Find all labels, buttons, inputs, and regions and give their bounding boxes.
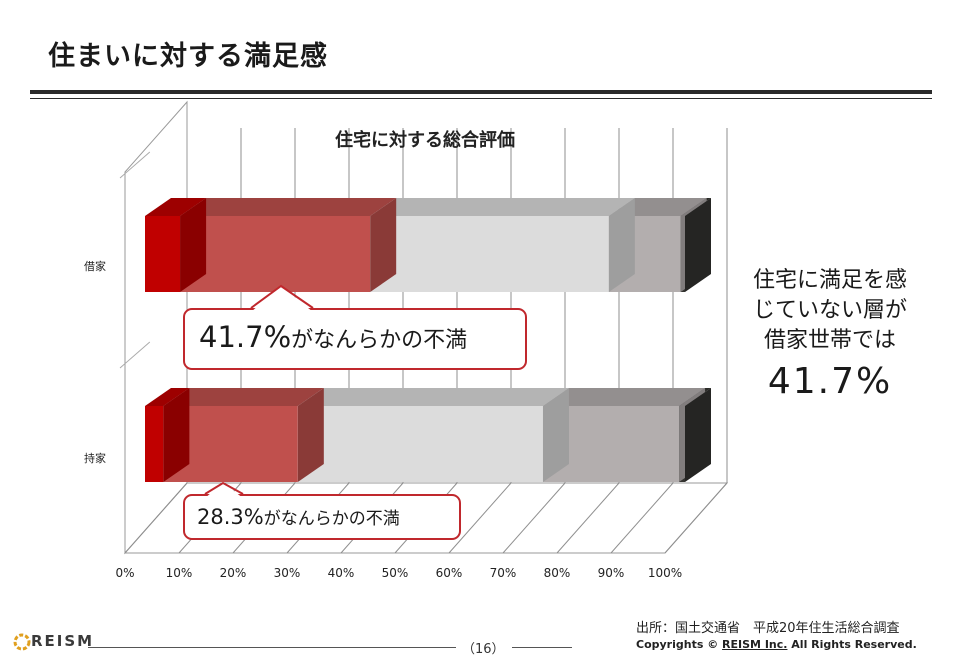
bar-segment-side <box>608 198 635 292</box>
reism-logo-icon <box>13 633 31 651</box>
source-note: 出所：国土交通省 平成20年住生活総合調査 <box>636 621 900 636</box>
x-tick-label: 10% <box>166 566 193 580</box>
reism-logo-text: REISM <box>31 632 95 650</box>
bar-segment-front <box>145 216 181 292</box>
callout-rent-pointer <box>250 284 314 312</box>
floor-gridline <box>556 482 620 554</box>
category-label: 借家 <box>84 259 106 273</box>
x-tick-label: 90% <box>598 566 625 580</box>
bar-segment-front <box>297 406 543 482</box>
bar-segment <box>145 388 190 482</box>
x-tick-label: 80% <box>544 566 571 580</box>
side-note: 住宅に満足を感 じていない層が 借家世帯では 41.7% <box>725 266 935 406</box>
bar-segment-top <box>297 388 569 406</box>
bar-segment-top <box>163 388 324 406</box>
copyright-prefix: Copyrights © <box>636 638 723 651</box>
x-tick-label: 20% <box>220 566 247 580</box>
floor-gridline <box>448 482 512 554</box>
copyright: Copyrights © REISM Inc. All Rights Reser… <box>636 638 917 651</box>
y-axis-divider <box>119 341 151 369</box>
bar-segment <box>145 198 207 292</box>
x-tick-label: 0% <box>115 566 134 580</box>
category-label: 持家 <box>84 451 106 465</box>
chart-bars <box>145 198 711 482</box>
callout-own: 28.3%がなんらかの不満 <box>183 481 461 540</box>
bar-segment-top <box>145 388 190 406</box>
floor-gridline <box>664 482 728 554</box>
callout-rent: 41.7%がなんらかの不満 <box>183 284 527 370</box>
bar-segment-side <box>370 198 397 292</box>
x-tick-label: 30% <box>274 566 301 580</box>
footer-line-right <box>512 647 572 648</box>
bar-segment-side <box>685 388 711 482</box>
bar-segment-side <box>685 198 711 292</box>
side-note-line-2: じていない層が <box>752 298 907 323</box>
bar-segment-side <box>163 388 190 482</box>
copyright-suffix: All Rights Reserved. <box>787 638 917 651</box>
x-tick-label: 100% <box>648 566 682 580</box>
bar-segment <box>370 198 635 292</box>
x-tick-label: 50% <box>382 566 409 580</box>
y-axis-divider <box>119 151 151 179</box>
side-note-value: 41.7% <box>767 361 893 402</box>
title-rule-thick <box>30 90 932 94</box>
bar-segment-side <box>542 388 569 482</box>
x-tick-label: 40% <box>328 566 355 580</box>
bar-segment-front <box>145 406 164 482</box>
x-tick-label: 60% <box>436 566 463 580</box>
bar-segment <box>180 198 397 292</box>
footer-line-left <box>88 647 456 648</box>
slide-title: 住まいに対する満足感 <box>48 41 328 72</box>
bar-segment-top <box>145 198 207 216</box>
chart-side-wall <box>124 100 188 555</box>
callout-rent-text: がなんらかの不満 <box>291 328 468 353</box>
callout-own-value: 28.3% <box>197 505 264 529</box>
x-tick-label: 70% <box>490 566 517 580</box>
chart-title: 住宅に対する総合評価 <box>335 129 515 151</box>
bar-segment-side <box>180 198 207 292</box>
callout-own-text: がなんらかの不満 <box>263 509 400 529</box>
copyright-company: REISM Inc. <box>722 638 788 651</box>
side-note-line-3: 借家世帯では <box>763 328 896 353</box>
bar-segment-top <box>370 198 635 216</box>
bar-segment-top <box>180 198 397 216</box>
bar-segment-side <box>297 388 324 482</box>
bar-segment <box>297 388 569 482</box>
callout-own-pointer <box>204 481 244 498</box>
bar-segment-top <box>542 388 706 406</box>
floor-gridline <box>610 482 674 554</box>
side-note-line-1: 住宅に満足を感 <box>752 268 907 293</box>
bar-segment-front <box>180 216 371 292</box>
title-rule-thin <box>30 98 932 99</box>
bar-segment-front <box>370 216 609 292</box>
page-number: （16） <box>462 642 505 657</box>
callout-rent-value: 41.7% <box>199 320 292 354</box>
floor-gridline <box>124 482 188 554</box>
floor-gridline <box>502 482 566 554</box>
